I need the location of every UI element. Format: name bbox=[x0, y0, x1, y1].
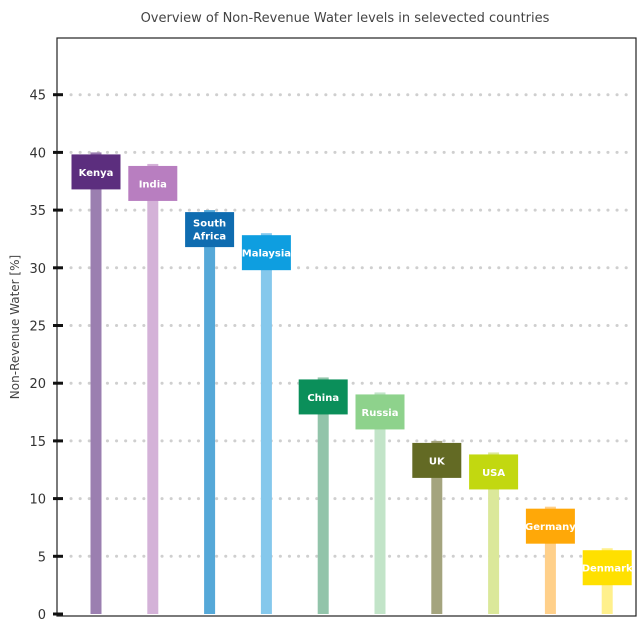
bar-kenya bbox=[90, 152, 102, 614]
bar-label-uk: UK bbox=[429, 456, 446, 467]
bar-label-india: India bbox=[139, 179, 167, 190]
bar-label-denmark: Denmark bbox=[582, 564, 633, 575]
bar-south-africa bbox=[204, 210, 216, 614]
bar-label-malaysia: Malaysia bbox=[242, 249, 291, 260]
bar-label-south-africa: South Africa bbox=[193, 219, 226, 243]
bar-russia bbox=[374, 392, 386, 614]
bar-usa bbox=[488, 452, 500, 614]
bar-india bbox=[147, 163, 159, 614]
bar-label-usa: USA bbox=[482, 468, 505, 479]
bar-malaysia bbox=[260, 233, 272, 614]
y-tick-label-10: 10 bbox=[29, 493, 46, 508]
bar-label-box-denmark bbox=[582, 550, 632, 586]
y-tick-label-20: 20 bbox=[29, 377, 46, 392]
bar-label-kenya: Kenya bbox=[79, 168, 114, 179]
bar-germany bbox=[544, 506, 556, 614]
bar-label-box-germany bbox=[525, 508, 575, 544]
bar-label-box-malaysia bbox=[241, 235, 291, 271]
y-tick-label-25: 25 bbox=[29, 320, 46, 335]
bar-label-germany: Germany bbox=[525, 522, 576, 533]
y-axis: 0 5 10 15 20 25 30 35 40 45 bbox=[29, 89, 63, 623]
chart-title: Overview of Non-Revenue Water levels in … bbox=[141, 11, 550, 26]
y-tick-label-15: 15 bbox=[29, 435, 46, 450]
bar-label-box-kenya bbox=[71, 154, 121, 190]
bar-china bbox=[317, 377, 329, 614]
bar-label-russia: Russia bbox=[362, 408, 399, 419]
bar-label-box-india bbox=[128, 165, 178, 201]
y-tick-label-45: 45 bbox=[29, 89, 46, 104]
bar-label-box-uk bbox=[412, 442, 462, 478]
y-axis-label: Non-Revenue Water [%] bbox=[8, 255, 22, 399]
bar-label-box-russia bbox=[355, 394, 405, 430]
bar-label-china: China bbox=[307, 393, 339, 404]
y-tick-label-30: 30 bbox=[29, 262, 46, 277]
bar-uk bbox=[431, 440, 443, 614]
bar-label-box-south-africa bbox=[185, 212, 235, 248]
y-tick-label-40: 40 bbox=[29, 146, 46, 161]
y-tick-label-5: 5 bbox=[38, 550, 46, 565]
bar-label-box-china bbox=[298, 379, 348, 415]
y-tick-label-0: 0 bbox=[38, 608, 46, 623]
bar-label-box-usa bbox=[469, 454, 519, 490]
bars: Kenya India South Africa Malaysia China Russia… bbox=[71, 152, 633, 614]
y-tick-label-35: 35 bbox=[29, 204, 46, 219]
